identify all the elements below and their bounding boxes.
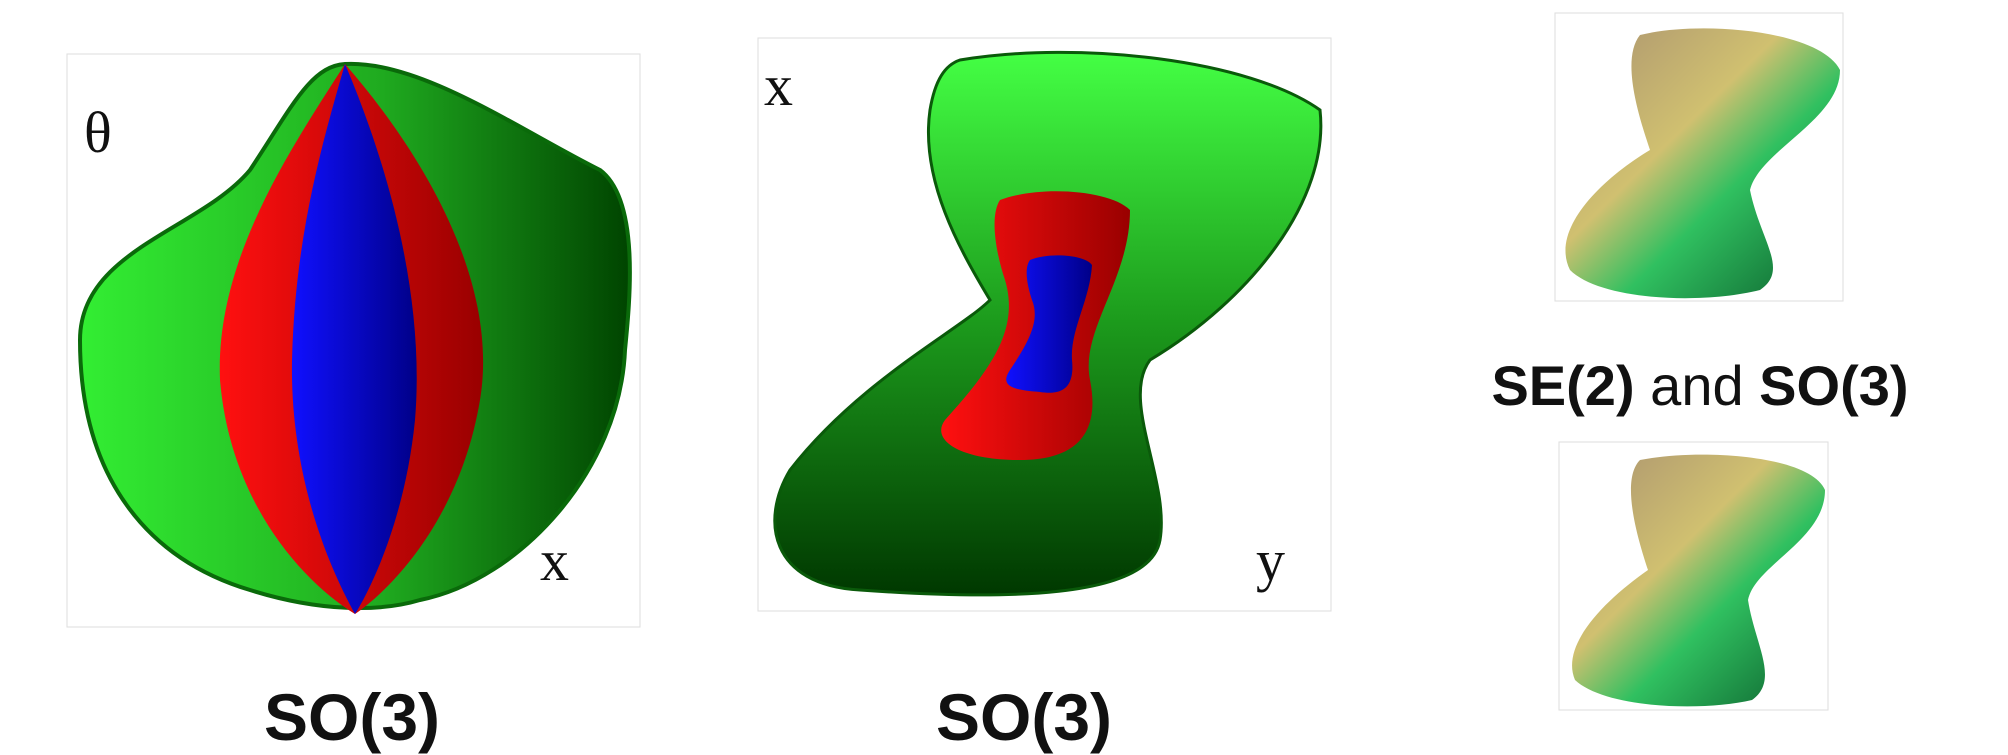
caption-part: and	[1635, 354, 1760, 417]
axis-label: y	[1256, 528, 1285, 593]
axis-label: x	[764, 53, 793, 118]
page: θ x SO(3) x y SO(3) SE(2) and SO(3) (() …	[0, 0, 2008, 755]
figure: θ x SO(3) x y SO(3) SE(2) and SO(3)	[0, 0, 2008, 755]
caption-part: SE(2)	[1491, 354, 1634, 417]
caption-part: SO(3)	[1759, 354, 1908, 417]
surface	[1572, 455, 1825, 707]
panel-1: θ x SO(3)	[67, 54, 640, 754]
axis-label: θ	[84, 100, 112, 165]
caption: SO(3)	[264, 680, 440, 754]
axis-label: x	[540, 528, 569, 593]
panel-2: x y SO(3)	[758, 38, 1331, 754]
caption: SO(3)	[936, 680, 1112, 754]
surface	[1565, 28, 1840, 298]
panel-3: SE(2) and SO(3)	[1491, 13, 1908, 710]
caption: SE(2) and SO(3)	[1491, 354, 1908, 417]
